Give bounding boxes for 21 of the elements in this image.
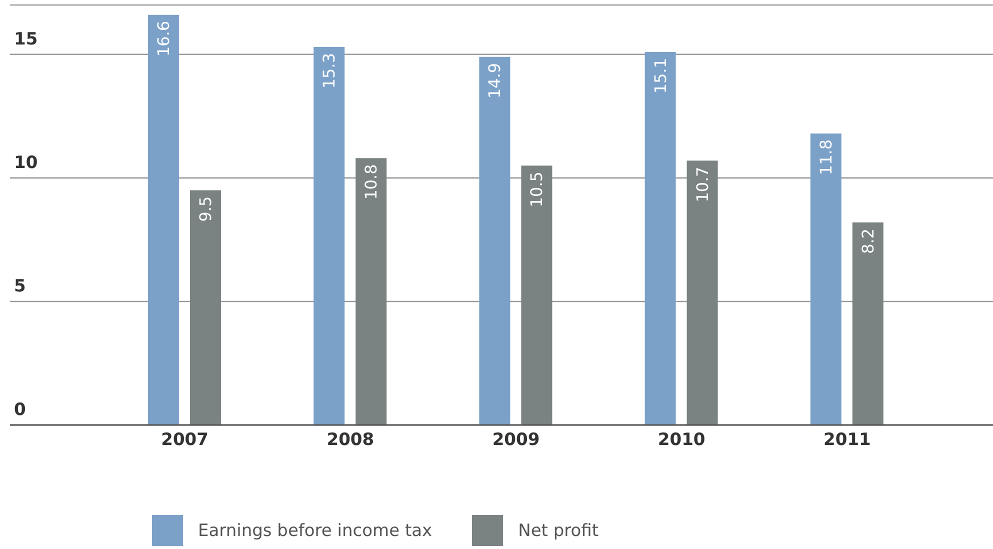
legend-label: Net profit [518, 520, 599, 540]
y-tick-label: 5 [14, 276, 26, 296]
y-tick-label: 10 [14, 152, 38, 173]
data-label: 8.2 [858, 228, 878, 254]
y-tick-label: 0 [14, 400, 26, 420]
x-tick-label: 2011 [824, 430, 871, 450]
data-label: 10.5 [527, 172, 546, 208]
legend-label: Earnings before income tax [198, 520, 432, 540]
x-tick-label: 2010 [658, 430, 706, 450]
data-label: 10.7 [692, 166, 712, 202]
x-tick-label: 2007 [161, 430, 208, 450]
y-tick-label: 15 [14, 29, 38, 50]
data-label: 15.3 [320, 53, 339, 89]
data-label: 16.6 [154, 20, 173, 57]
x-tick-label: 2009 [492, 430, 540, 450]
data-label: 9.5 [196, 196, 215, 222]
data-label: 10.8 [362, 164, 381, 200]
data-label: 11.8 [816, 139, 836, 176]
data-label: 14.9 [485, 62, 504, 99]
x-tick-label: 2008 [326, 430, 374, 450]
data-label: 15.1 [650, 58, 670, 94]
